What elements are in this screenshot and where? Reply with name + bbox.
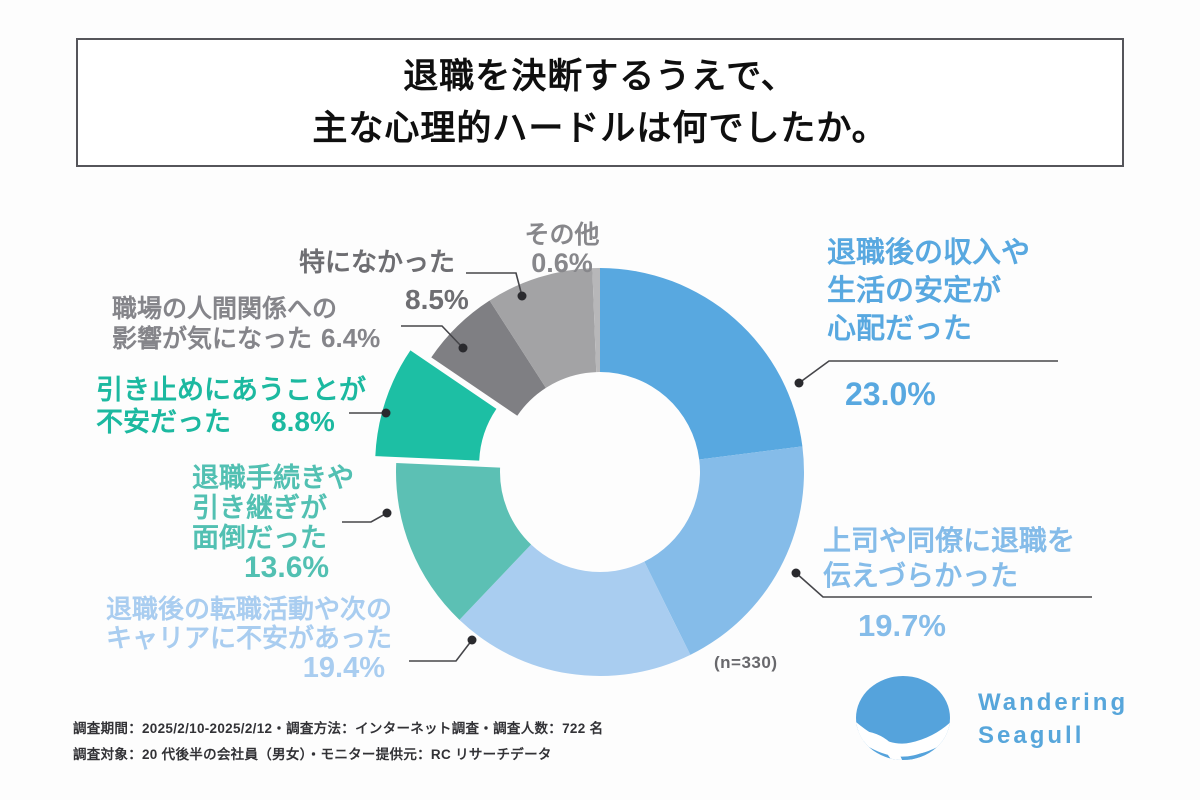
leader-dot-1: [791, 568, 801, 578]
callout-income-anxiety-percent: 23.0%: [845, 376, 936, 412]
leader-dot-3: [382, 508, 392, 518]
callout-next-career-percent: 19.4%: [302, 652, 385, 684]
leader-line-2: [409, 639, 473, 662]
donut-segment-2: [459, 544, 691, 676]
wandering-seagull-logo-icon: [856, 676, 950, 760]
survey-note-line-1: 調査期間：2025/2/10-2025/2/12・調査方法：インターネット調査・…: [73, 721, 604, 736]
survey-note-line-2: 調査対象：20 代後半の会社員（男女）・モニター提供元：RC リサーチデータ: [73, 747, 552, 762]
callout-label-line: 不安だった: [96, 407, 231, 437]
leader-line-1: [795, 572, 1092, 598]
logo-wordmark-line-2: Seagull: [978, 722, 1085, 749]
callout-workplace-relations: 職場の人間関係への 影響が気になった 6.4%: [112, 295, 380, 354]
donut-segment-0: [600, 268, 803, 460]
donut-segment-3: [396, 463, 532, 620]
callout-label-line: 引き止めにあうことが: [96, 375, 366, 405]
callout-telling-boss: 上司や同僚に退職を 伝えづらかった: [823, 523, 1075, 593]
leader-line-3: [342, 512, 388, 523]
callout-telling-boss-percent: 19.7%: [858, 608, 946, 643]
page-title-line-1: 退職を決断するうえで、: [403, 56, 797, 96]
leader-dot-0: [794, 378, 804, 388]
leader-line-6: [466, 272, 523, 297]
logo-wordmark-line-1: Wandering: [978, 689, 1129, 716]
donut-segments: [375, 267, 804, 676]
leader-line-0: [798, 360, 1058, 384]
callout-nothing-particular-percent: 8.5%: [405, 284, 469, 315]
callout-income-anxiety: 退職後の収入や 生活の安定が 心配だった: [827, 234, 1030, 348]
survey-notes: 調査期間：2025/2/10-2025/2/12・調査方法：インターネット調査・…: [73, 716, 603, 768]
callout-label-line: その他: [524, 221, 600, 249]
leader-dot-6: [517, 291, 527, 301]
callout-label-line: 生活の安定が: [827, 275, 1002, 307]
donut-segment-6: [489, 268, 597, 388]
callout-workplace-relations-percent: 6.4%: [321, 323, 381, 353]
donut-segment-1: [644, 446, 804, 655]
callout-procedures: 退職手続きや 引き継ぎが 面倒だった: [192, 463, 354, 553]
leader-dot-5: [458, 343, 468, 353]
callout-label-line: キャリアに不安があった: [105, 623, 392, 653]
page-title-line-2: 主な心理的ハードルは何でしたか。: [312, 108, 888, 148]
callout-label-line: 職場の人間関係への: [112, 295, 338, 323]
callout-label-line: 退職手続きや: [192, 463, 354, 493]
logo-wordmark: Wandering Seagull: [978, 686, 1128, 752]
donut-segment-4: [375, 350, 497, 461]
leader-dot-2: [467, 635, 477, 645]
donut-segment-7: [592, 267, 600, 373]
callout-label-line: 影響が気になった: [112, 325, 313, 353]
sample-size-label: (n=330): [714, 653, 778, 672]
callout-label-line: 伝えづらかった: [823, 560, 1019, 591]
callout-label-line: 面倒だった: [192, 523, 327, 553]
callout-leader-lines: [342, 272, 1092, 662]
callout-procedures-percent: 13.6%: [244, 551, 330, 584]
callout-label-line: 上司や同僚に退職を: [823, 525, 1076, 556]
leader-line-5: [401, 325, 464, 349]
callout-other-percent: 0.6%: [531, 248, 593, 278]
callout-retention-fear-percent: 8.8%: [271, 406, 335, 437]
callout-nothing-particular: 特になかった 8.5%: [299, 244, 469, 319]
callout-next-career: 退職後の転職活動や次の キャリアに不安があった: [95, 595, 392, 653]
callout-label-line: 引き継ぎが: [192, 493, 327, 523]
callout-retention-fear: 引き止めにあうことが 不安だった 8.8%: [96, 375, 366, 438]
donut-segment-5: [431, 300, 546, 416]
callout-label-line: 退職後の収入や: [827, 237, 1031, 269]
leader-dot-4: [381, 408, 391, 418]
callout-other: その他 0.6%: [516, 221, 608, 278]
callout-label-line: 心配だった: [827, 313, 973, 345]
callout-label-line: 退職後の転職活動や次の: [105, 594, 392, 624]
title-box: 退職を決断するうえで、 主な心理的ハードルは何でしたか。: [76, 38, 1124, 167]
callout-label-line: 特になかった: [299, 247, 456, 277]
